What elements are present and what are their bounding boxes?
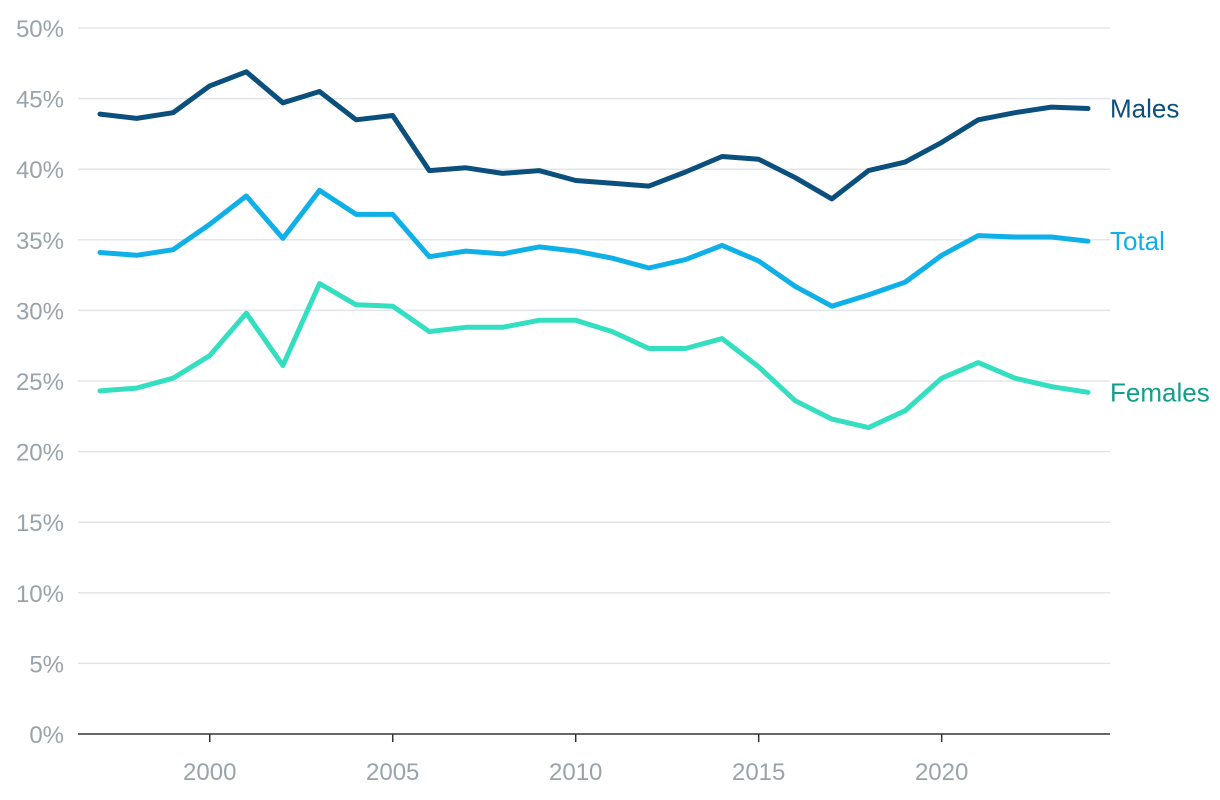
x-axis: 2000 2005 2010 2015 2020 (78, 733, 1110, 786)
series-label-males: Males (1110, 93, 1179, 123)
x-tick-label: 2020 (915, 759, 968, 786)
x-tick-label: 2015 (732, 759, 785, 786)
y-tick-label: 25% (16, 369, 64, 396)
y-tick-label: 50% (16, 16, 64, 43)
y-tick-label: 45% (16, 87, 64, 114)
series-line-males (97, 69, 1091, 202)
y-tick-label: 35% (16, 228, 64, 255)
y-tick-label: 15% (16, 510, 64, 537)
series-labels: Males Total Females (1110, 93, 1210, 407)
y-tick-label: 5% (29, 651, 64, 678)
x-tick-label: 2005 (366, 759, 419, 786)
series-line-total (97, 187, 1091, 309)
y-tick-label: 30% (16, 298, 64, 325)
y-tick-label: 0% (29, 722, 64, 749)
y-tick-label: 40% (16, 157, 64, 184)
series-label-total: Total (1110, 226, 1165, 256)
series-line-females (97, 281, 1091, 431)
series-lines (97, 69, 1091, 431)
y-tick-label: 20% (16, 440, 64, 467)
gridlines (78, 27, 1110, 665)
x-tick-label: 2010 (549, 759, 602, 786)
y-axis-ticks: 0% 5% 10% 15% 20% 25% 30% 35% 40% 45% 50% (16, 16, 64, 749)
x-tick-label: 2000 (183, 759, 236, 786)
y-tick-label: 10% (16, 581, 64, 608)
series-label-females: Females (1110, 377, 1210, 407)
